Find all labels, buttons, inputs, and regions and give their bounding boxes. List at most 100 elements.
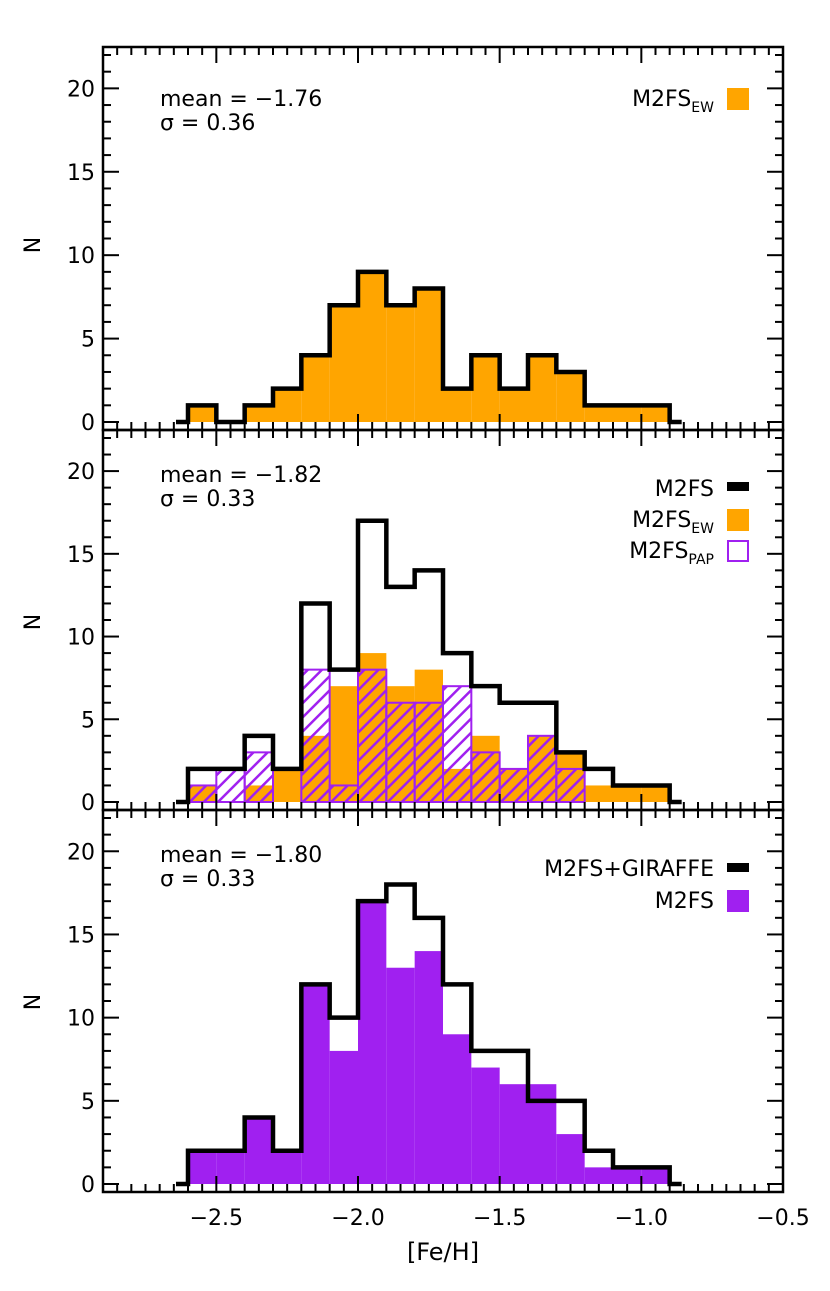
bar-m2fs [613, 1167, 642, 1184]
legend-subscript: PAP [688, 552, 714, 568]
y-tick-label: 20 [67, 77, 95, 102]
legend-swatch-black [727, 482, 749, 491]
panel-top: 0 5 10 15 20 mean = −1.76 σ = 0.36 N M2FSEW [21, 45, 785, 436]
series-m2fs-pap [187, 668, 586, 804]
legend-item-m2fs-ew: M2FSEW [632, 87, 749, 116]
legend-swatch-black [727, 863, 749, 872]
legend-subscript: EW [691, 100, 714, 116]
bar-m2fs [358, 901, 387, 1184]
svg-text:M2FS: M2FS [655, 477, 714, 502]
sigma-annotation: σ = 0.36 [160, 111, 255, 136]
bar-m2fs-ew [499, 388, 528, 422]
bar-m2fs-ew [273, 768, 302, 802]
sigma-annotation: σ = 0.33 [160, 487, 255, 512]
bar-m2fs-pap [357, 668, 388, 803]
bar-m2fs-ew [556, 371, 585, 422]
series-m2fs [176, 518, 682, 805]
bar-m2fs [499, 1084, 528, 1184]
step-outline-m2fs-giraffe [176, 882, 682, 1187]
legend-swatch-orange [727, 88, 749, 110]
bar-m2fs-ew [641, 405, 670, 422]
bar-m2fs-pap [442, 685, 473, 804]
panel-bottom: 0 5 10 15 20 mean = −1.80 σ = 0.33 N M2FS+GI… [21, 808, 810, 1266]
bar-m2fs-ew [584, 785, 613, 802]
legend-label: M2FS [632, 87, 691, 112]
legend: M2FS+GIRAFFE M2FS [544, 857, 749, 914]
mean-annotation: mean = −1.82 [160, 463, 322, 488]
legend-label: M2FS [632, 508, 691, 533]
bar-m2fs-ew [244, 405, 273, 422]
y-tick-label: 15 [67, 923, 95, 948]
y-tick-label: 0 [81, 791, 95, 816]
legend-item-m2fs-ew: M2FSEW [632, 508, 749, 537]
legend-subscript: EW [691, 521, 714, 537]
bar-m2fs [471, 1067, 500, 1184]
x-tick-label: −2.5 [190, 1206, 243, 1231]
bar-m2fs-pap [385, 701, 416, 804]
mean-annotation: mean = −1.80 [160, 843, 322, 868]
bar-m2fs-ew [613, 785, 642, 802]
x-tick-label: −2.0 [331, 1206, 384, 1231]
bar-m2fs-pap [187, 784, 218, 803]
x-axis-label: [Fe/H] [407, 1238, 479, 1266]
bar-m2fs-ew [584, 405, 613, 422]
y-tick-label: 5 [81, 1090, 95, 1115]
bar-m2fs-pap [555, 767, 586, 804]
bar-m2fs [216, 1150, 245, 1184]
bar-m2fs-ew [443, 388, 472, 422]
bar-m2fs-pap [470, 751, 501, 804]
legend-label: M2FS [629, 539, 688, 564]
bar-m2fs-pap [498, 767, 529, 804]
x-tick-label: −1.0 [615, 1206, 668, 1231]
x-axis-tick-labels: −2.5 −2.0 −1.5 −1.0 −0.5 [190, 1206, 810, 1231]
bar-m2fs-pap [215, 767, 246, 804]
svg-text:M2FS: M2FS [655, 889, 714, 914]
sigma-annotation: σ = 0.33 [160, 867, 255, 892]
y-axis-label: N [21, 237, 46, 253]
bar-m2fs-ew [641, 785, 670, 802]
bar-m2fs-ew [471, 355, 500, 422]
bar-m2fs-ew [301, 355, 330, 422]
series-m2fs-ew [176, 269, 682, 425]
bar-m2fs-pap [300, 668, 331, 803]
panel-middle: 0 5 10 15 20 mean = −1.82 σ = 0.33 N M2FS M2… [21, 428, 785, 816]
legend: M2FS M2FSEW M2FSPAP [629, 477, 749, 568]
bar-m2fs [443, 1034, 472, 1184]
legend-swatch-orange [727, 509, 749, 531]
bar-m2fs-ew [329, 686, 358, 802]
series-m2fs-giraffe [176, 882, 682, 1187]
y-tick-label: 10 [67, 244, 95, 269]
bar-m2fs-ew [358, 271, 387, 422]
bar-m2fs [386, 967, 415, 1184]
bar-m2fs [273, 1150, 302, 1184]
x-tick-label: −1.5 [473, 1206, 526, 1231]
y-tick-label: 5 [81, 328, 95, 353]
legend-item-m2fs: M2FS [655, 889, 749, 914]
svg-text:M2FSEW: M2FSEW [632, 87, 714, 116]
bar-m2fs-pap [243, 751, 275, 804]
mean-annotation: mean = −1.76 [160, 87, 322, 112]
bar-m2fs-ew [414, 288, 443, 422]
y-tick-label: 0 [81, 1173, 95, 1198]
legend-label: M2FS+GIRAFFE [544, 857, 714, 882]
legend-item-m2fs: M2FS [655, 477, 749, 502]
bar-m2fs-ew [273, 388, 302, 422]
svg-text:M2FSPAP: M2FSPAP [629, 539, 714, 568]
series-m2fs [188, 901, 670, 1184]
bar-m2fs [188, 1150, 217, 1184]
step-outline-m2fs-ew [176, 269, 682, 425]
y-tick-label: 0 [81, 411, 95, 436]
svg-text:M2FSEW: M2FSEW [632, 508, 714, 537]
bar-m2fs-ew [188, 405, 217, 422]
bar-m2fs [244, 1117, 273, 1184]
y-axis-label: N [21, 614, 46, 630]
bar-m2fs [584, 1167, 613, 1184]
bar-m2fs [641, 1167, 670, 1184]
y-tick-label: 15 [67, 543, 95, 568]
bar-m2fs-pap [328, 784, 359, 803]
y-tick-label: 20 [67, 840, 95, 865]
y-axis-label: N [21, 994, 46, 1010]
bar-m2fs-pap [413, 701, 444, 804]
legend-item-m2fs-giraffe: M2FS+GIRAFFE [544, 857, 749, 882]
